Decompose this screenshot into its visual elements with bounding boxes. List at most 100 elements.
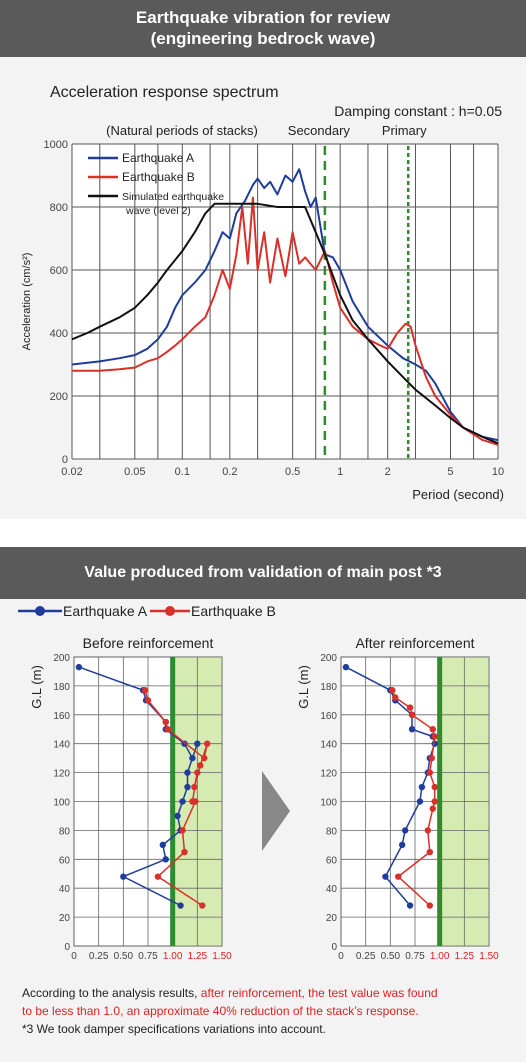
chart2-title: After reinforcement: [355, 635, 474, 651]
chart1-y-tick-label: 60: [59, 855, 71, 866]
footer-line1-red: after reinforcement, the test value was …: [200, 986, 438, 1000]
chart1-y-tick-label: 180: [53, 682, 70, 693]
chart1-y-tick-label: 40: [59, 884, 71, 895]
y-tick-label: 800: [50, 202, 68, 214]
chart1-x-tick-label: 0.25: [89, 951, 109, 962]
legend-earthquake-b-label: Earthquake B: [122, 170, 195, 184]
legend-earthquake-a-label: Earthquake A: [122, 151, 194, 165]
chart2-x-tick-label: 0.50: [381, 951, 401, 962]
chart1-y-axis-label: G.L (m): [29, 665, 44, 709]
chart1-x-tick-label: 1.25: [188, 951, 208, 962]
legend2-earthquake-a-label: Earthquake A: [63, 603, 148, 619]
chart2-data-point-earthquake-a: [406, 902, 414, 909]
chart1-data-point-earthquake-b: [162, 718, 169, 726]
chart1-data-point-earthquake-b: [197, 762, 204, 769]
series-line-simulated: [71, 202, 499, 445]
top-header-line1: Earthquake vibration for review: [135, 8, 391, 27]
chart2-data-point-earthquake-b: [424, 827, 432, 834]
chart1-y-tick-label: 140: [53, 740, 70, 751]
chart2-data-point-earthquake-b: [426, 848, 433, 856]
chart2-y-tick-label: 60: [326, 855, 338, 866]
chart2-x-tick-label: 1.00: [430, 951, 450, 962]
chart1-data-point-earthquake-b: [144, 697, 152, 704]
chart2-data-point-earthquake-b: [426, 902, 433, 909]
chart1-data-point-earthquake-b: [191, 783, 198, 791]
legend-simulated-label-line1: Simulated earthquake: [122, 191, 224, 203]
spectrum-chart: Acceleration response spectrum Damping co…: [21, 84, 504, 502]
chart2-data-point-earthquake-b: [431, 733, 438, 740]
chart2-x-tick-label: 0.25: [356, 951, 376, 962]
bottom-header: Value produced from validation of main p…: [0, 547, 526, 599]
chart1-x-tick-label: 1.00: [163, 951, 183, 962]
chart2-data-point-earthquake-b: [392, 694, 399, 701]
chart2-x-tick-label: 0.75: [405, 951, 425, 962]
chart2-data-point-earthquake-b: [429, 805, 436, 812]
chart2-data-point-earthquake-b: [389, 687, 396, 694]
chart2-data-point-earthquake-b: [431, 798, 438, 805]
chart2-y-tick-label: 40: [326, 884, 338, 895]
chart2-data-point-earthquake-a: [418, 783, 426, 791]
chart-title: Acceleration response spectrum: [50, 84, 279, 101]
secondary-label: Secondary: [288, 123, 351, 138]
chart1-y-tick-label: 20: [59, 913, 71, 924]
x-tick-label: 0.1: [175, 466, 190, 478]
x-tick-label: 5: [447, 466, 453, 478]
chart2-data-point-earthquake-b: [429, 726, 436, 733]
x-tick-label: 0.02: [61, 466, 82, 478]
chart1-data-point-earthquake-b: [141, 687, 149, 694]
chart2-data-point-earthquake-b: [426, 769, 433, 776]
chart2-y-tick-label: 180: [320, 682, 337, 693]
chart1-y-tick-label: 120: [53, 769, 70, 780]
chart1-data-point-earthquake-b: [164, 726, 171, 733]
chart2-data-point-earthquake-b: [395, 873, 402, 880]
footer-line2-red: to be less than 1.0, an approximate 40% …: [22, 1004, 419, 1018]
chart1-x-tick-label: 0: [71, 951, 77, 962]
y-tick-label: 200: [50, 391, 68, 403]
legend2-earthquake-a-marker: [35, 606, 45, 616]
chart1-data-point-earthquake-b: [194, 769, 201, 776]
legend2-earthquake-b-marker: [165, 606, 175, 616]
chart2-y-tick-label: 140: [320, 740, 337, 751]
chart2-data-point-earthquake-a: [416, 798, 424, 805]
chart1-title: Before reinforcement: [83, 635, 214, 651]
validation-charts: Earthquake A Earthquake B Before reinforce…: [18, 603, 499, 962]
chart1-data-point-earthquake-a: [177, 902, 184, 909]
y-tick-label: 600: [50, 265, 68, 277]
chart2-y-tick-label: 0: [331, 942, 337, 953]
chart1-data-point-earthquake-a: [174, 812, 181, 820]
chart2-data-point-earthquake-b: [408, 711, 416, 718]
chart2-y-tick-label: 80: [326, 826, 338, 837]
legend2-earthquake-b-label: Earthquake B: [191, 603, 276, 619]
x-tick-label: 0.2: [222, 466, 237, 478]
primary-label: Primary: [382, 123, 427, 138]
y-tick-label: 400: [50, 328, 68, 340]
chart2-data-point-earthquake-a: [382, 873, 389, 880]
chart2-data-point-earthquake-a: [401, 827, 409, 834]
top-header-line2: (engineering bedrock wave): [150, 29, 376, 48]
footer-text: According to the analysis results, after…: [22, 984, 517, 1038]
chart2-y-tick-label: 120: [320, 769, 337, 780]
chart1-y-tick-label: 160: [53, 711, 70, 722]
chart1-data-point-earthquake-a: [184, 769, 191, 776]
chart2-data-point-earthquake-b: [406, 704, 414, 711]
chart2-data-point-earthquake-a: [398, 841, 406, 849]
chart1-data-point-earthquake-b: [179, 827, 186, 834]
y-tick-label: 0: [62, 454, 68, 466]
chart1-y-tick-label: 80: [59, 826, 71, 837]
chart1-data-point-earthquake-b: [181, 848, 188, 856]
chart2-x-tick-label: 1.25: [455, 951, 475, 962]
chart1-data-point-earthquake-a: [162, 856, 169, 863]
chart1-data-point-earthquake-a: [75, 663, 83, 671]
y-axis-label: Acceleration (cm/s²): [21, 253, 33, 351]
chart1-y-tick-label: 200: [53, 653, 70, 664]
chart1-data-point-earthquake-a: [159, 841, 166, 849]
x-tick-label: 0.5: [285, 466, 300, 478]
x-tick-label: 1: [337, 466, 343, 478]
series-line-earthquake-a: [71, 168, 499, 442]
footer-line1-black: According to the analysis results,: [22, 986, 201, 1000]
chart1-x-tick-label: 0.50: [114, 951, 134, 962]
x-tick-label: 10: [492, 466, 504, 478]
chart1-x-tick-label: 1.50: [212, 951, 232, 962]
chart2-data-point-earthquake-b: [428, 754, 435, 762]
chart1-data-point-earthquake-a: [179, 798, 186, 805]
